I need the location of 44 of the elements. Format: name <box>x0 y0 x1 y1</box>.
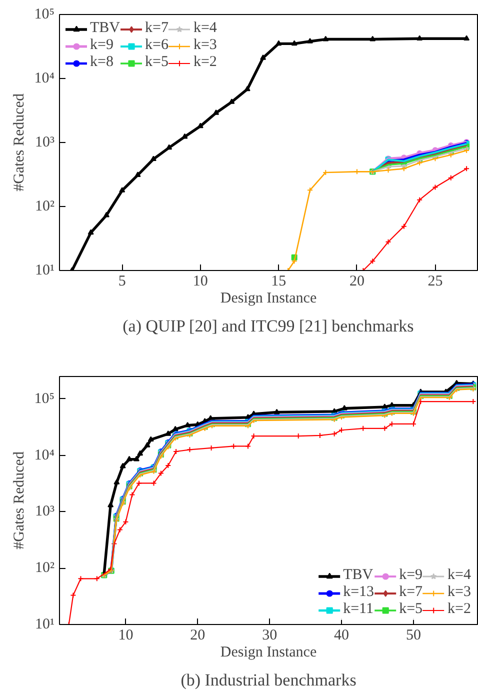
legend-label: k=9 <box>90 37 114 54</box>
x-tick-label: 40 <box>334 628 350 644</box>
x-tick-label: 30 <box>262 628 278 644</box>
y-tick-label: 10⁴ <box>34 447 55 464</box>
legend-label: k=2 <box>448 601 471 618</box>
legend-label: k=7 <box>399 584 423 601</box>
x-tick-label: 20 <box>349 274 364 290</box>
x-tick-label: 25 <box>428 274 443 290</box>
text: (b) Industrial benchmarks <box>180 670 356 690</box>
x-tick-label: 10 <box>192 274 208 290</box>
x-tick-label: 10 <box>118 628 134 644</box>
legend-label: k=4 <box>193 20 217 37</box>
y-tick-label: 10³ <box>35 504 56 520</box>
y-tick-label: 10⁵ <box>34 390 55 407</box>
y-tick-label: 10² <box>35 198 56 214</box>
y-tick-label: 10⁵ <box>34 6 55 22</box>
x-tick-label: 20 <box>190 628 206 644</box>
y-axis-title: #Gates Reduced <box>11 451 28 550</box>
legend-label: k=2 <box>193 54 217 71</box>
legend-label: k=5 <box>399 601 423 618</box>
x-tick-label: 50 <box>406 628 421 644</box>
y-tick-label: 10¹ <box>35 262 55 278</box>
y-tick-label: 10¹ <box>35 616 55 632</box>
legend-label: k=4 <box>448 567 471 584</box>
x-tick-label: 5 <box>118 274 126 290</box>
legend-label: k=7 <box>145 20 168 37</box>
y-tick-label: 10³ <box>35 134 56 150</box>
legend-label: k=11 <box>343 601 374 618</box>
legend-label: k=6 <box>145 37 168 54</box>
y-tick-label: 10⁴ <box>34 70 55 86</box>
legend-label: k=9 <box>399 567 423 584</box>
legend-label: TBV <box>343 567 374 584</box>
x-axis-title: Design Instance <box>220 290 317 306</box>
legend-label: k=13 <box>343 584 374 601</box>
y-tick-label: 10² <box>35 560 56 576</box>
legend-label: k=3 <box>448 584 471 601</box>
legend-label: k=3 <box>193 37 217 54</box>
text: (a) QUIP [20] and ITC99 [21] benchmarks <box>122 316 414 336</box>
y-axis-title: #Gates Reduced <box>11 93 28 192</box>
legend-label: k=5 <box>145 54 168 71</box>
x-axis-title: Design Instance <box>220 644 317 660</box>
x-tick-label: 15 <box>271 274 286 290</box>
legend-label: k=8 <box>90 54 114 71</box>
legend-label: TBV <box>90 20 120 37</box>
